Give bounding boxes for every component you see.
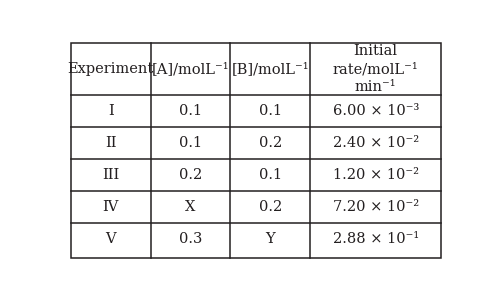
Text: 0.1: 0.1 [258, 105, 281, 118]
Text: III: III [102, 168, 120, 182]
Text: 0.1: 0.1 [179, 105, 202, 118]
Text: V: V [106, 232, 116, 246]
Text: 2.88 × 10⁻¹: 2.88 × 10⁻¹ [332, 232, 419, 246]
Text: 0.2: 0.2 [258, 136, 282, 150]
Text: [A]/molL⁻¹: [A]/molL⁻¹ [152, 62, 230, 76]
Text: 0.1: 0.1 [179, 136, 202, 150]
Text: Y: Y [266, 232, 275, 246]
Text: Experiment: Experiment [68, 62, 154, 76]
Text: IV: IV [102, 200, 119, 214]
Text: 7.20 × 10⁻²: 7.20 × 10⁻² [332, 200, 419, 214]
Text: X: X [186, 200, 196, 214]
Text: II: II [105, 136, 117, 150]
Text: 0.2: 0.2 [179, 168, 202, 182]
Text: Initial
rate/molL⁻¹
min⁻¹: Initial rate/molL⁻¹ min⁻¹ [333, 44, 418, 94]
Text: 0.1: 0.1 [258, 168, 281, 182]
Text: [B]/molL⁻¹: [B]/molL⁻¹ [232, 62, 309, 76]
Text: 1.20 × 10⁻²: 1.20 × 10⁻² [332, 168, 418, 182]
Text: 0.3: 0.3 [179, 232, 202, 246]
Text: I: I [108, 105, 114, 118]
Text: 6.00 × 10⁻³: 6.00 × 10⁻³ [332, 105, 419, 118]
Text: 2.40 × 10⁻²: 2.40 × 10⁻² [332, 136, 419, 150]
Text: 0.2: 0.2 [258, 200, 282, 214]
